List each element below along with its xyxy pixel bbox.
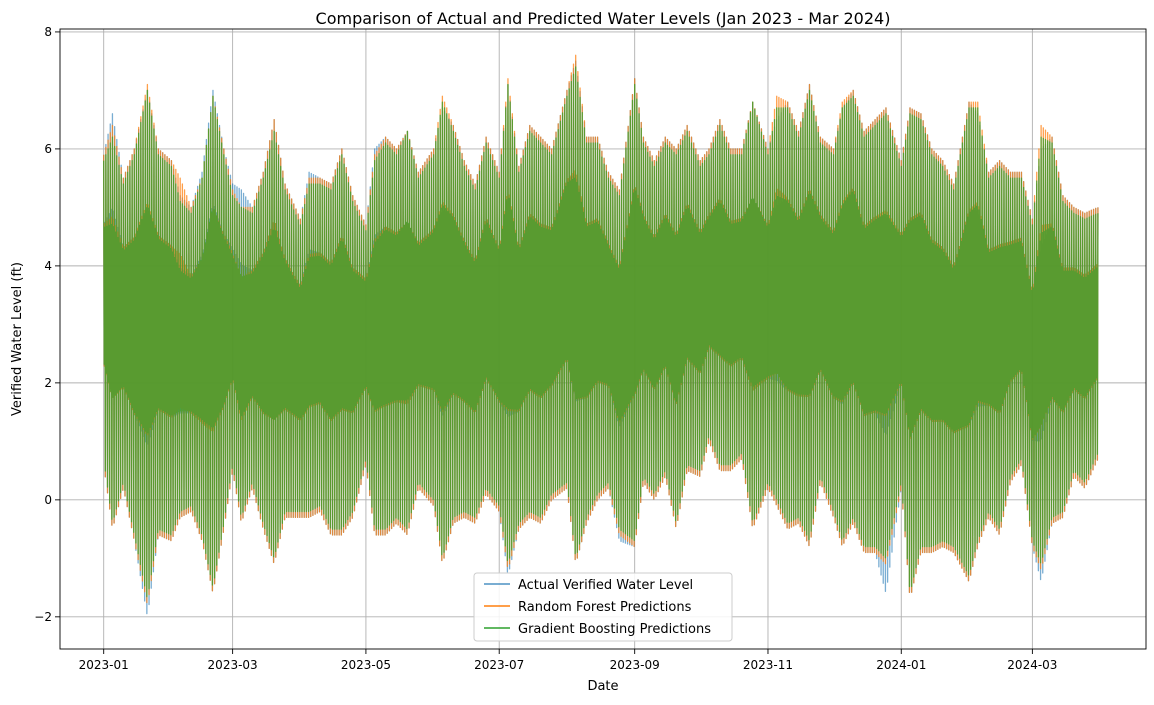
y-tick-label: 2: [44, 376, 52, 390]
y-axis-label: Verified Water Level (ft): [10, 262, 25, 416]
y-tick-label: 4: [44, 259, 52, 273]
legend-box: [473, 572, 733, 642]
chart-title: Comparison of Actual and Predicted Water…: [316, 9, 891, 28]
x-axis-label: Date: [587, 679, 618, 694]
legend-label-actual: Actual Verified Water Level: [518, 578, 693, 593]
x-tick-label: 2024-01: [876, 658, 926, 672]
series-layer: [103, 54, 1099, 615]
x-axis-ticks: 2023-01 2023-03 2023-05 2023-07 2023-09 2023-…: [79, 649, 1057, 672]
y-tick-label: −2: [34, 610, 52, 624]
series-line-gradient-boosting: [103, 66, 1099, 598]
legend: Actual Verified Water Level Random Fores…: [473, 572, 733, 642]
y-axis-ticks: −2 0 2 4 6 8: [34, 25, 60, 624]
plot-area-frame: [59, 28, 1147, 650]
x-tick-label: 2023-03: [208, 658, 258, 672]
x-tick-label: 2024-03: [1007, 658, 1057, 672]
x-tick-label: 2023-05: [341, 658, 391, 672]
legend-label-gradient-boosting: Gradient Boosting Predictions: [518, 622, 711, 637]
y-tick-label: 6: [44, 142, 52, 156]
y-tick-label: 0: [44, 493, 52, 507]
x-tick-label: 2023-09: [610, 658, 660, 672]
x-tick-label: 2023-11: [743, 658, 793, 672]
legend-label-random-forest: Random Forest Predictions: [518, 600, 692, 615]
y-tick-label: 8: [44, 25, 52, 39]
x-tick-label: 2023-07: [474, 658, 524, 672]
x-tick-label: 2023-01: [79, 658, 129, 672]
